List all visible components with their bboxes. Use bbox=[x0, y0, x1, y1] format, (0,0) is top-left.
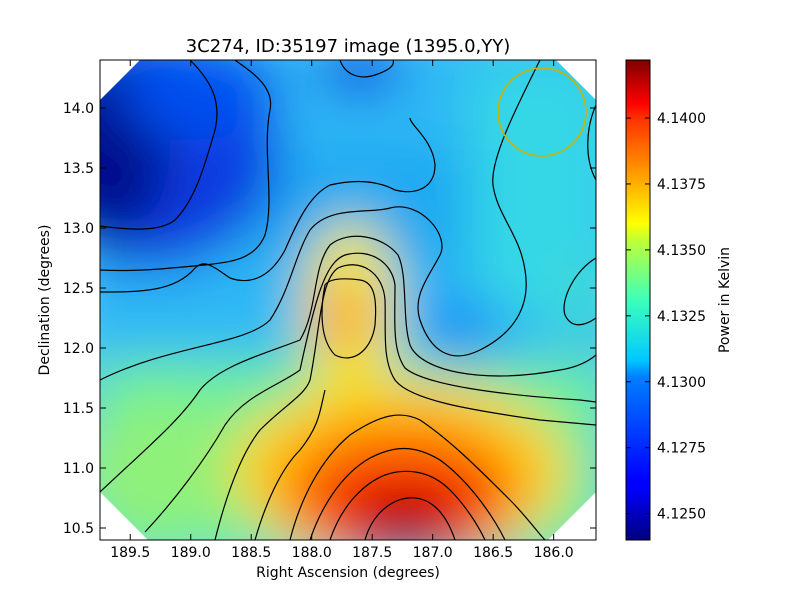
contour-line bbox=[100, 117, 436, 293]
contour-line bbox=[100, 60, 541, 381]
marker-circle bbox=[497, 67, 587, 157]
contour-line bbox=[309, 447, 506, 540]
corner-masks bbox=[100, 60, 596, 540]
colorbar-ticks: 4.1250 4.1275 4.1300 4.1325 4.1350 4.1375 4.14… bbox=[626, 111, 706, 523]
y-tick-label: 12.0 bbox=[63, 341, 94, 357]
x-tick-label: 188.0 bbox=[292, 545, 332, 561]
contour-line bbox=[144, 252, 596, 533]
contour-line bbox=[563, 257, 596, 326]
plot-frame bbox=[99, 59, 597, 541]
y-tick-label: 12.5 bbox=[63, 281, 94, 297]
colorbar-tick-label: 4.1275 bbox=[657, 441, 706, 457]
colorbar-tick-label: 4.1350 bbox=[657, 243, 706, 259]
y-tick-label: 11.0 bbox=[63, 461, 94, 477]
y-tick-label: 13.0 bbox=[63, 221, 94, 237]
heatmap-image bbox=[100, 60, 596, 540]
contour-line bbox=[100, 235, 596, 493]
colorbar-tick-label: 4.1250 bbox=[657, 507, 706, 523]
contour-line bbox=[364, 497, 456, 540]
colorbar-tick-label: 4.1400 bbox=[657, 111, 706, 127]
colorbar-gradient bbox=[626, 60, 650, 540]
colorbar-label: Power in Kelvin bbox=[717, 247, 733, 353]
contour-line bbox=[100, 60, 272, 272]
x-axis: 189.5 189.0 188.5 188.0 187.5 187.0 186.5 186.0 bbox=[110, 60, 574, 561]
x-tick-label: 186.5 bbox=[473, 545, 513, 561]
contour-line bbox=[100, 60, 218, 230]
colorbar-tick-label: 4.1300 bbox=[657, 375, 706, 391]
y-tick-label: 10.5 bbox=[63, 521, 94, 537]
x-axis-label: Right Ascension (degrees) bbox=[256, 565, 440, 581]
y-axis-label: Declination (degrees) bbox=[37, 225, 53, 376]
y-tick-label: 11.5 bbox=[63, 401, 94, 417]
contour-line bbox=[587, 104, 596, 181]
y-axis: 10.5 11.0 11.5 12.0 12.5 13.0 13.5 14.0 bbox=[63, 101, 596, 537]
contour-line bbox=[254, 389, 326, 540]
x-tick-label: 186.0 bbox=[534, 545, 574, 561]
colorbar-frame bbox=[625, 59, 651, 541]
contour-line bbox=[329, 470, 486, 540]
x-tick-label: 187.0 bbox=[413, 545, 453, 561]
chart-title: 3C274, ID:35197 image (1395.0,YY) bbox=[186, 36, 511, 57]
colorbar-tick-label: 4.1375 bbox=[657, 177, 706, 193]
contour-line bbox=[339, 60, 395, 78]
contour-line bbox=[214, 264, 596, 540]
x-tick-label: 187.5 bbox=[352, 545, 392, 561]
y-tick-label: 14.0 bbox=[63, 101, 94, 117]
x-tick-label: 188.5 bbox=[231, 545, 271, 561]
x-tick-label: 189.0 bbox=[171, 545, 211, 561]
x-tick-label: 189.5 bbox=[110, 545, 150, 561]
colorbar-tick-label: 4.1325 bbox=[657, 309, 706, 325]
y-tick-label: 13.5 bbox=[63, 161, 94, 177]
contour-line bbox=[289, 414, 546, 540]
contour-lines bbox=[100, 60, 596, 540]
plot-area bbox=[99, 59, 597, 541]
contour-line bbox=[321, 278, 377, 359]
colorbar: 4.1250 4.1275 4.1300 4.1325 4.1350 4.1375 4.14… bbox=[625, 59, 733, 541]
